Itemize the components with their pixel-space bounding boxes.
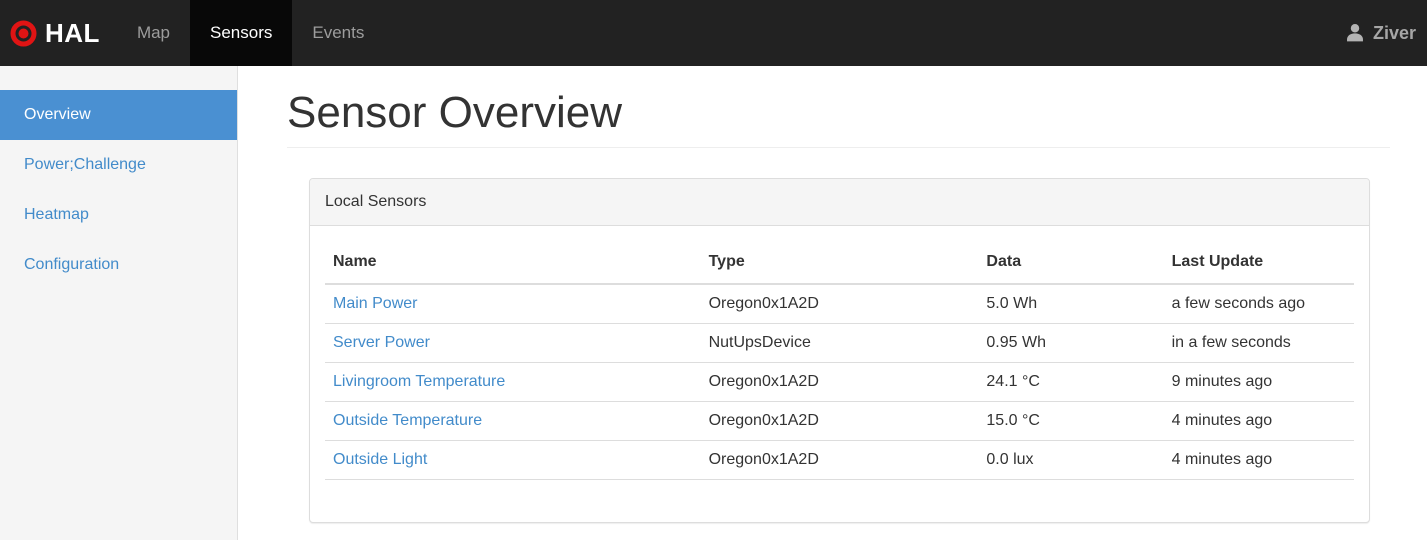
table-row: Outside Light Oregon0x1A2D 0.0 lux 4 min…: [325, 440, 1354, 480]
brand-title: HAL: [45, 17, 100, 48]
sensor-last-update-cell: a few seconds ago: [1163, 284, 1354, 324]
sensor-type-cell: Oregon0x1A2D: [700, 401, 979, 441]
table-row: Livingroom Temperature Oregon0x1A2D 24.1…: [325, 362, 1354, 402]
sidebar-item[interactable]: Overview: [0, 90, 237, 140]
sensor-link[interactable]: Outside Light: [333, 451, 428, 468]
sensor-link[interactable]: Main Power: [333, 295, 418, 312]
sensor-link[interactable]: Server Power: [333, 334, 430, 351]
sensor-name-cell: Server Power: [325, 323, 701, 363]
panel-title: Local Sensors: [310, 179, 1369, 226]
sidebar-item[interactable]: Heatmap: [24, 206, 89, 223]
nav-tab[interactable]: Events: [312, 23, 365, 42]
table-row: Server Power NutUpsDevice 0.95 Wh in a f…: [325, 323, 1354, 363]
table-row: Main Power Oregon0x1A2D 5.0 Wh a few sec…: [325, 284, 1354, 324]
hal-logo-icon: [10, 20, 37, 47]
table-row: Outside Temperature Oregon0x1A2D 15.0 °C…: [325, 401, 1354, 441]
panel-body: Name Type Data Last Update Main Power Orego…: [310, 226, 1369, 522]
sensor-type-cell: Oregon0x1A2D: [700, 440, 979, 480]
sidebar: Overview Power;Challenge Heatmap Configurat…: [0, 66, 238, 540]
sensor-last-update-cell: 4 minutes ago: [1163, 401, 1354, 441]
sensor-data-cell: 0.95 Wh: [978, 323, 1164, 363]
table-body: Main Power Oregon0x1A2D 5.0 Wh a few sec…: [325, 284, 1354, 480]
sidebar-item[interactable]: Configuration: [24, 256, 120, 273]
page-header: Sensor Overview: [287, 91, 1390, 148]
sensor-data-cell: 15.0 °C: [978, 401, 1164, 441]
sensor-name-cell: Main Power: [325, 284, 701, 324]
local-sensors-panel: Local Sensors Name Type Data Last Update: [309, 178, 1370, 523]
user-name: Ziver: [1372, 22, 1416, 43]
sensor-data-cell: 24.1 °C: [978, 362, 1164, 402]
main-content: Sensor Overview Local Sensors Name Type Da…: [238, 66, 1427, 540]
user-menu[interactable]: Ziver: [1344, 0, 1427, 66]
sensor-type-cell: Oregon0x1A2D: [700, 284, 979, 324]
top-navbar: HAL Map Sensors Events Ziver: [0, 0, 1427, 66]
sensor-last-update-cell: 4 minutes ago: [1163, 440, 1354, 480]
sensor-type-cell: Oregon0x1A2D: [700, 362, 979, 402]
page-title: Sensor Overview: [287, 88, 623, 137]
sensor-last-update-cell: 9 minutes ago: [1163, 362, 1354, 402]
table-header-row: Name Type Data Last Update: [325, 241, 1354, 285]
sensor-name-cell: Livingroom Temperature: [325, 362, 701, 402]
sensor-last-update-cell: in a few seconds: [1163, 323, 1354, 363]
sensor-data-cell: 5.0 Wh: [978, 284, 1164, 324]
user-icon: [1344, 22, 1366, 44]
sensors-table: Name Type Data Last Update Main Power Orego…: [325, 241, 1354, 480]
nav-tabs: Map Sensors Events: [117, 0, 384, 66]
brand[interactable]: HAL: [0, 0, 117, 66]
nav-tab[interactable]: Sensors: [190, 0, 293, 66]
column-header: Last Update: [1163, 241, 1354, 285]
sensor-name-cell: Outside Temperature: [325, 401, 701, 441]
column-header: Name: [325, 241, 701, 285]
sensor-link[interactable]: Outside Temperature: [333, 412, 483, 429]
nav-tab[interactable]: Map: [136, 23, 171, 42]
column-header: Type: [700, 241, 979, 285]
column-header: Data: [978, 241, 1164, 285]
sensor-type-cell: NutUpsDevice: [700, 323, 979, 363]
sensor-link[interactable]: Livingroom Temperature: [333, 373, 506, 390]
sensor-data-cell: 0.0 lux: [978, 440, 1164, 480]
sidebar-item[interactable]: Power;Challenge: [24, 156, 146, 173]
page-layout: Overview Power;Challenge Heatmap Configurat…: [0, 66, 1427, 540]
sensor-name-cell: Outside Light: [325, 440, 701, 480]
